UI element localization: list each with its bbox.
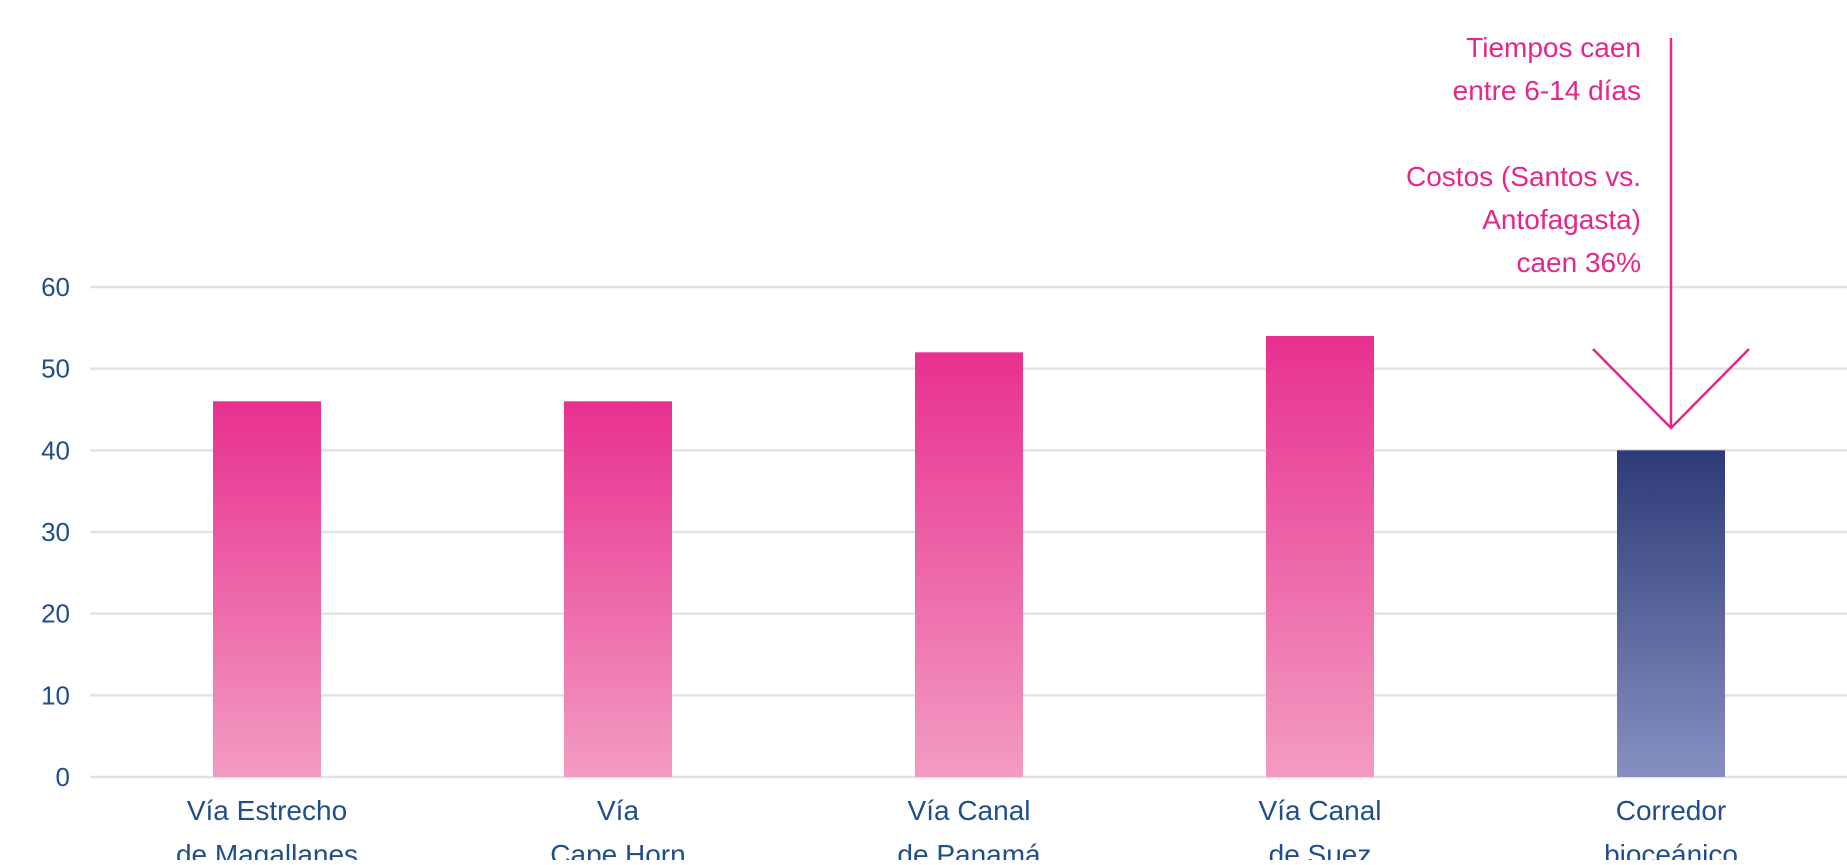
bar-highlighted <box>1617 450 1725 777</box>
bar <box>213 401 321 777</box>
x-tick-label: Vía Cape Horn <box>550 795 685 860</box>
annotation-text: Tiempos caen entre 6-14 días Costos (Santo… <box>1406 32 1641 278</box>
y-tick-label: 20 <box>41 599 70 629</box>
y-axis-tick-labels: 0 10 20 30 40 50 60 <box>41 272 70 792</box>
bar <box>1266 336 1374 777</box>
annotation-arrow-head <box>1592 348 1750 430</box>
y-tick-label: 0 <box>56 762 70 792</box>
y-tick-label: 50 <box>41 354 70 384</box>
y-tick-label: 30 <box>41 517 70 547</box>
y-tick-label: 60 <box>41 272 70 302</box>
bars <box>213 336 1725 777</box>
annotation: Tiempos caen entre 6-14 días Costos (Santo… <box>1406 32 1750 430</box>
x-axis-category-labels: Vía Estrecho de Magallanes Vía Cape Horn Vía… <box>176 795 1738 865</box>
x-tick-label: Vía Canal de Panamá <box>897 795 1041 860</box>
bar <box>915 352 1023 777</box>
y-tick-label: 40 <box>41 435 70 465</box>
x-tick-label: Vía Estrecho de Magallanes <box>176 795 358 860</box>
y-tick-label: 10 <box>41 680 70 710</box>
bar <box>564 401 672 777</box>
x-tick-label: Corredor bioceánico <box>1604 795 1738 860</box>
x-tick-label: Vía Canal de Suez <box>1259 795 1382 860</box>
